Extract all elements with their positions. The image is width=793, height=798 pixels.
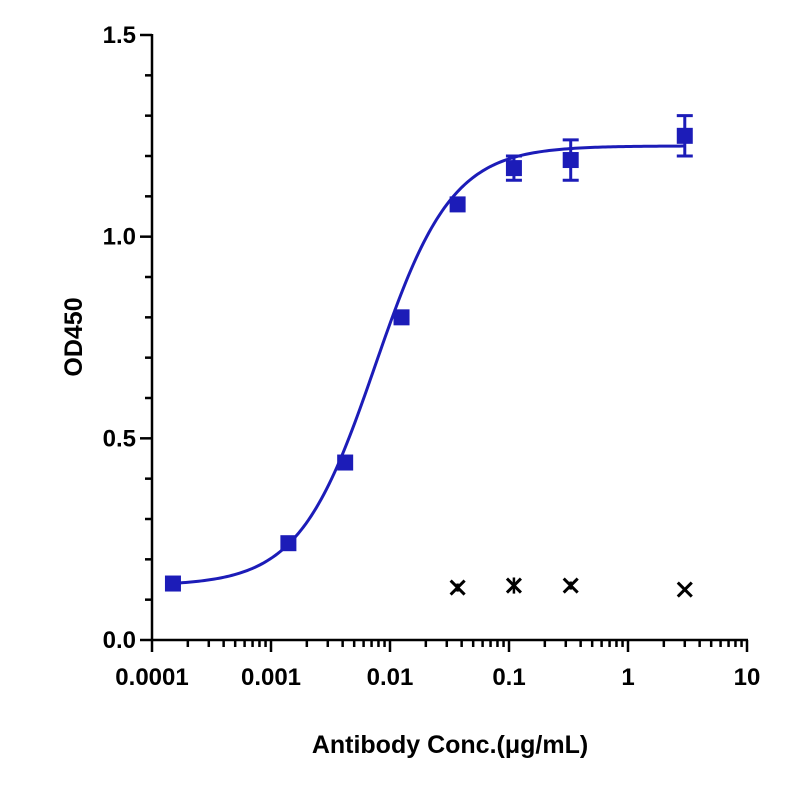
y-tick-label: 0.5 — [103, 425, 136, 452]
x-tick-label: 0.1 — [492, 664, 525, 691]
y-tick-label: 1.0 — [103, 224, 136, 251]
y-axis-title: OD450 — [60, 297, 88, 376]
x-tick-label: 0.01 — [367, 664, 414, 691]
data-point-square — [449, 196, 466, 213]
data-point-x — [562, 577, 579, 594]
data-point-square — [505, 160, 522, 177]
data-point-square — [337, 454, 354, 471]
data-point-x — [676, 581, 693, 598]
data-marks — [164, 114, 693, 598]
data-point-square — [562, 152, 579, 169]
data-point-square — [280, 535, 297, 552]
data-point-square — [393, 309, 410, 326]
fit-curve — [172, 144, 685, 585]
x-tick-label: 1 — [621, 664, 634, 691]
x-tick-label: 10 — [734, 664, 761, 691]
data-point-square — [164, 575, 181, 592]
x-tick-label: 0.001 — [241, 664, 301, 691]
axes: 0.0 0.5 1.0 1.5 0.0001 0.001 0.01 0.1 1 10 — [103, 22, 761, 691]
fit-curve-layer — [172, 144, 685, 585]
y-tick-label: 1.5 — [103, 22, 136, 49]
x-axis-title: Antibody Conc.(μg/mL) — [312, 731, 588, 759]
x-tick-label: 0.0001 — [115, 664, 188, 691]
data-point-x — [505, 577, 522, 594]
data-point-square — [676, 127, 693, 144]
data-point-x — [449, 579, 466, 596]
y-tick-label: 0.0 — [103, 627, 136, 654]
